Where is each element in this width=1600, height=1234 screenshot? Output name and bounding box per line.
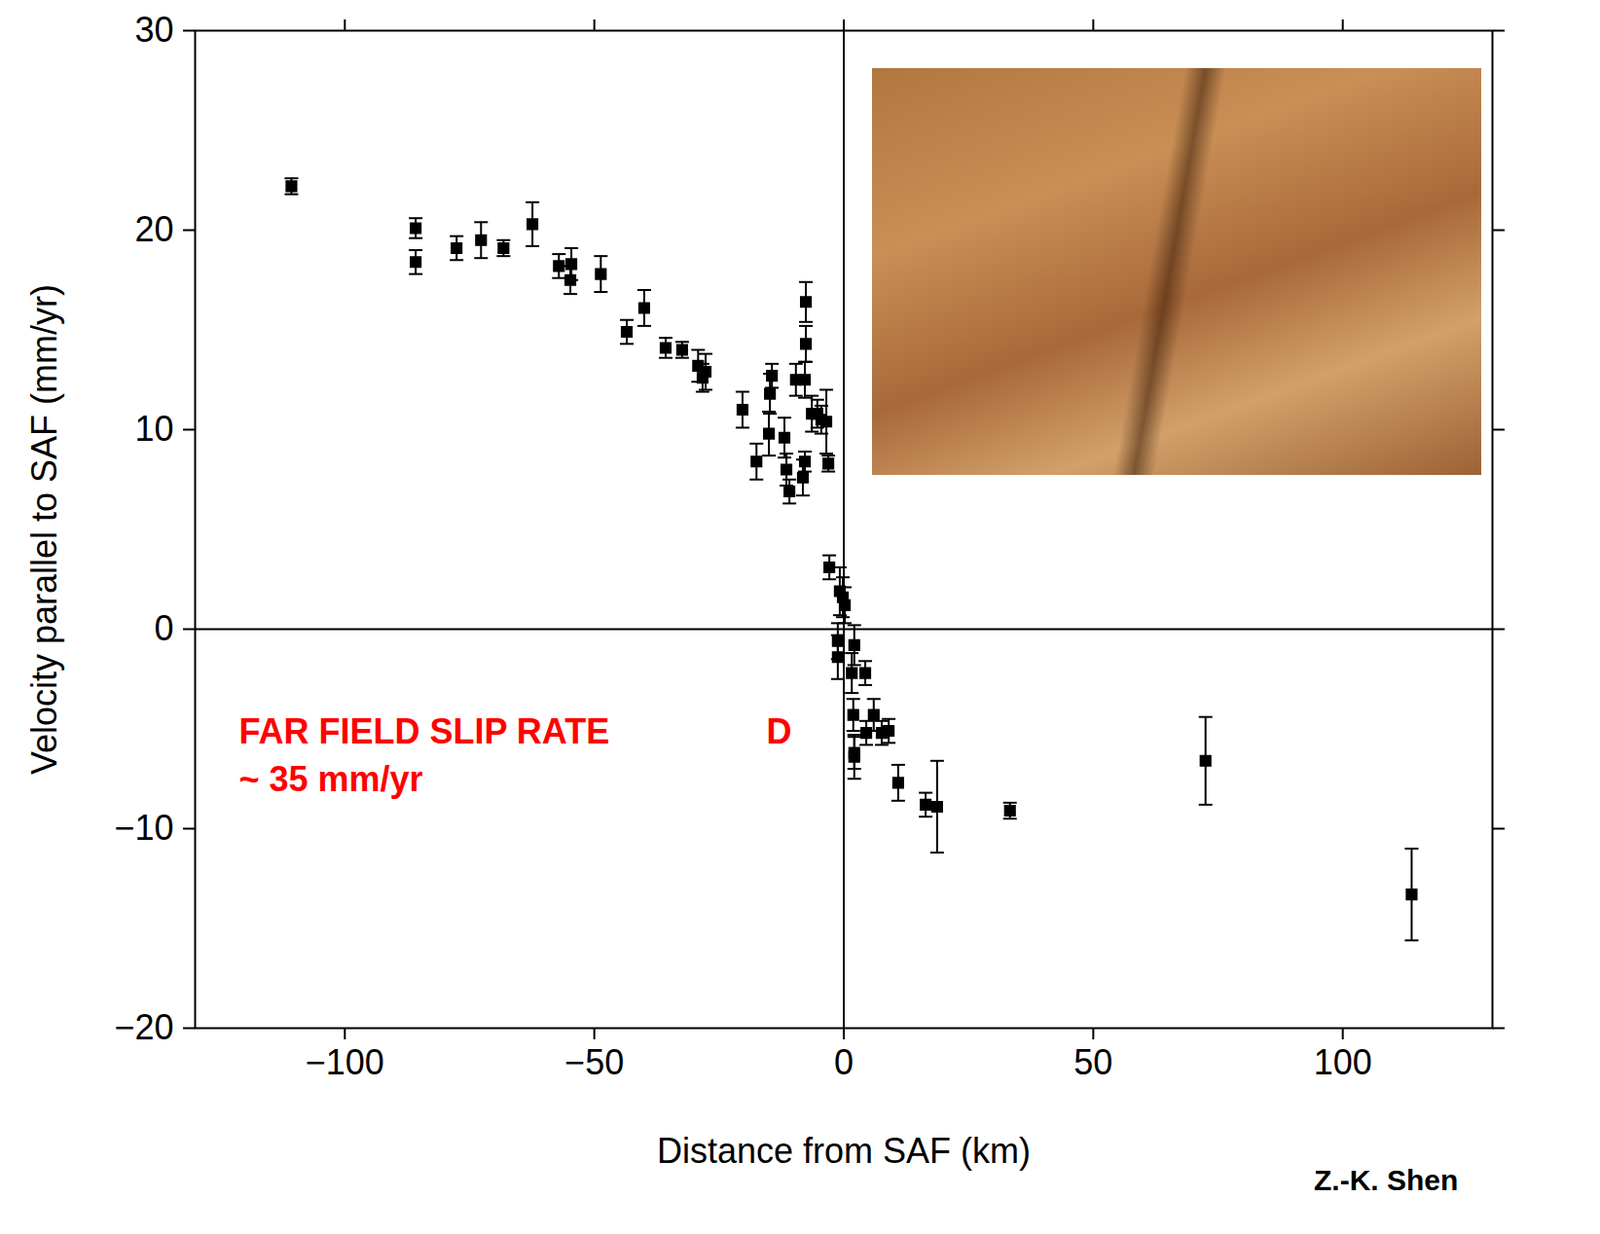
svg-text:0: 0 bbox=[153, 608, 174, 649]
svg-text:−20: −20 bbox=[113, 1007, 174, 1048]
svg-text:−10: −10 bbox=[113, 807, 174, 848]
svg-text:30: 30 bbox=[134, 9, 174, 50]
html-text:Z.-K. Shen: Z.-K. Shen bbox=[1313, 1163, 1459, 1197]
svg-text:−100: −100 bbox=[305, 1042, 385, 1083]
svg-text:FAR FIELD SLIP RATE: FAR FIELD SLIP RATE bbox=[239, 711, 611, 752]
svg-text:−50: −50 bbox=[564, 1042, 624, 1083]
svg-text:Distance from SAF (km): Distance from SAF (km) bbox=[656, 1130, 1031, 1171]
svg-text:D: D bbox=[766, 711, 793, 752]
svg-text:10: 10 bbox=[134, 408, 174, 449]
svg-text:0: 0 bbox=[834, 1042, 854, 1083]
svg-text:Velocity parallel to SAF (mm/y: Velocity parallel to SAF (mm/yr) bbox=[24, 284, 65, 775]
svg-text:20: 20 bbox=[134, 209, 174, 250]
svg-text:50: 50 bbox=[1073, 1042, 1113, 1083]
svg-text:100: 100 bbox=[1313, 1042, 1373, 1083]
svg-text:~ 35 mm/yr: ~ 35 mm/yr bbox=[239, 759, 424, 800]
